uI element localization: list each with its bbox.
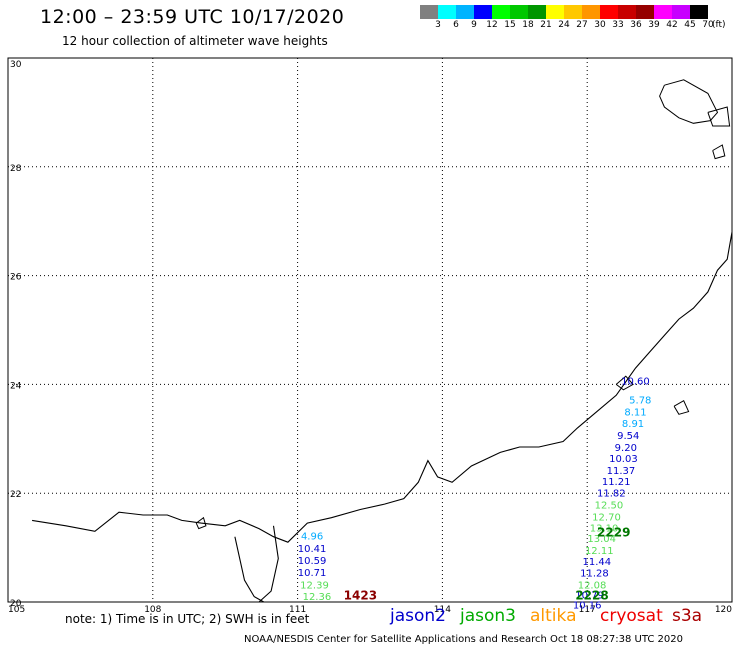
x-tick-label: 108 [144,605,161,615]
colorbar-tick-label: 27 [576,20,588,30]
swh-value-label: 10.16 [573,601,602,612]
colorbar-tick-label: 42 [666,20,678,30]
y-tick-label: 28 [10,164,22,174]
colorbar-labels: 3 6 9 12 15 18 21 24 27 30 33 36 39 42 45 70 [420,20,740,34]
x-tick-label: 111 [289,605,306,615]
swh-value-label: 12.36 [303,592,332,603]
colorbar-swatch [618,5,636,19]
colorbar-swatch [654,5,672,19]
colorbar-swatch [528,5,546,19]
swh-value-label: 12.39 [300,580,329,591]
colorbar-tick-label: 30 [594,20,606,30]
colorbar-swatch [546,5,564,19]
colorbar-tick-label: 36 [630,20,642,30]
colorbar-swatch [492,5,510,19]
y-tick-label: 24 [10,381,22,391]
swh-value-label: 12.11 [585,546,614,557]
swh-value-label: 11.37 [607,466,636,477]
x-tick-label: 114 [434,605,451,615]
colorbar-swatch [438,5,456,19]
y-tick-label: 30 [10,60,22,70]
swh-value-label: 11.82 [597,488,626,499]
y-tick-label: 22 [10,490,21,500]
island-outline [615,375,634,391]
chart-title: 12:00 – 23:59 UTC 10/17/2020 [40,6,345,28]
swh-value-label: 12.08 [578,580,607,591]
colorbar-swatch [474,5,492,19]
colorbar-tick-label: 39 [648,20,660,30]
colorbar-tick-label: 15 [504,20,516,30]
colorbar-swatch [510,5,528,19]
mission-label-jason2: jason2 [390,606,446,626]
colorbar-unit: (ft) [712,20,726,30]
colorbar-swatch [600,5,618,19]
colorbar-tick-label: 21 [540,20,552,30]
swh-value-label: 12.50 [595,500,624,511]
colorbar-tick-label: 33 [612,20,624,30]
swh-value-label: 10.79 [575,591,604,602]
colorbar-swatch [582,5,600,19]
colorbar-swatch [564,5,582,19]
swh-value-label: 5.78 [629,395,651,406]
swh-value-label: 9.20 [615,443,637,454]
x-tick-label: 120 [715,605,732,615]
swh-value-label: 9.54 [617,431,639,442]
colorbar-swatch [420,5,438,19]
swh-value-label: 10.60 [621,376,650,387]
footer-credit: NOAA/NESDIS Center for Satellite Applica… [244,634,683,645]
colorbar-swatch [636,5,654,19]
island-outline [195,516,207,530]
plot-frame [7,57,733,603]
footer-note: note: 1) Time is in UTC; 2) SWH is in fe… [65,612,310,626]
x-tick-label: 117 [579,605,596,615]
swh-value-label: 11.21 [602,477,631,488]
island-outline [673,399,690,415]
colorbar-tick-label: 6 [453,20,459,30]
colorbar-tick-label: 18 [522,20,534,30]
mission-label-altika: altika [530,606,577,626]
track-time-label: 2228 [575,588,608,602]
coastline [234,536,265,603]
swh-value-label: 8.11 [624,407,646,418]
swh-value-label: 10.59 [298,556,327,567]
x-tick-label: 105 [8,605,25,615]
colorbar-swatch [672,5,690,19]
swh-value-label: 13.10 [590,523,619,534]
island-outline [712,144,726,160]
island-outline [659,79,719,124]
swh-value-label: 12.70 [592,512,621,523]
colorbar-tick-label: 9 [471,20,477,30]
colorbar-tick-label: 45 [684,20,696,30]
colorbar-tick-label: 24 [558,20,570,30]
y-tick-label: 20 [10,599,22,609]
swh-value-label: 8.91 [622,419,644,430]
colorbar-tick-label: 70 [702,20,714,30]
island-outline [707,106,731,127]
track-time-label: 2229 [597,526,630,540]
track-time-label: 1423 [344,588,377,602]
swh-value-label: 13.04 [587,534,616,545]
swh-value-label: 10.41 [298,544,327,555]
y-tick-label: 26 [10,273,22,283]
colorbar-swatch [690,5,708,19]
colorbar-swatch [456,5,474,19]
chart-subtitle: 12 hour collection of altimeter wave hei… [62,34,328,48]
colorbar-tick-label: 12 [486,20,498,30]
mission-label-jason3: jason3 [460,606,516,626]
coastline [258,525,279,603]
swh-value-label: 11.28 [580,568,609,579]
swh-value-label: 10.03 [609,454,638,465]
colorbar-tick-label: 3 [435,20,441,30]
swh-value-label: 10.71 [298,568,327,579]
mission-label-cryosat: cryosat [600,606,663,626]
swh-value-label: 4.96 [301,531,323,542]
colorbar [420,5,708,19]
mission-label-s3a: s3a [672,606,703,626]
swh-value-label: 11.44 [583,557,612,568]
coastline [32,232,733,543]
